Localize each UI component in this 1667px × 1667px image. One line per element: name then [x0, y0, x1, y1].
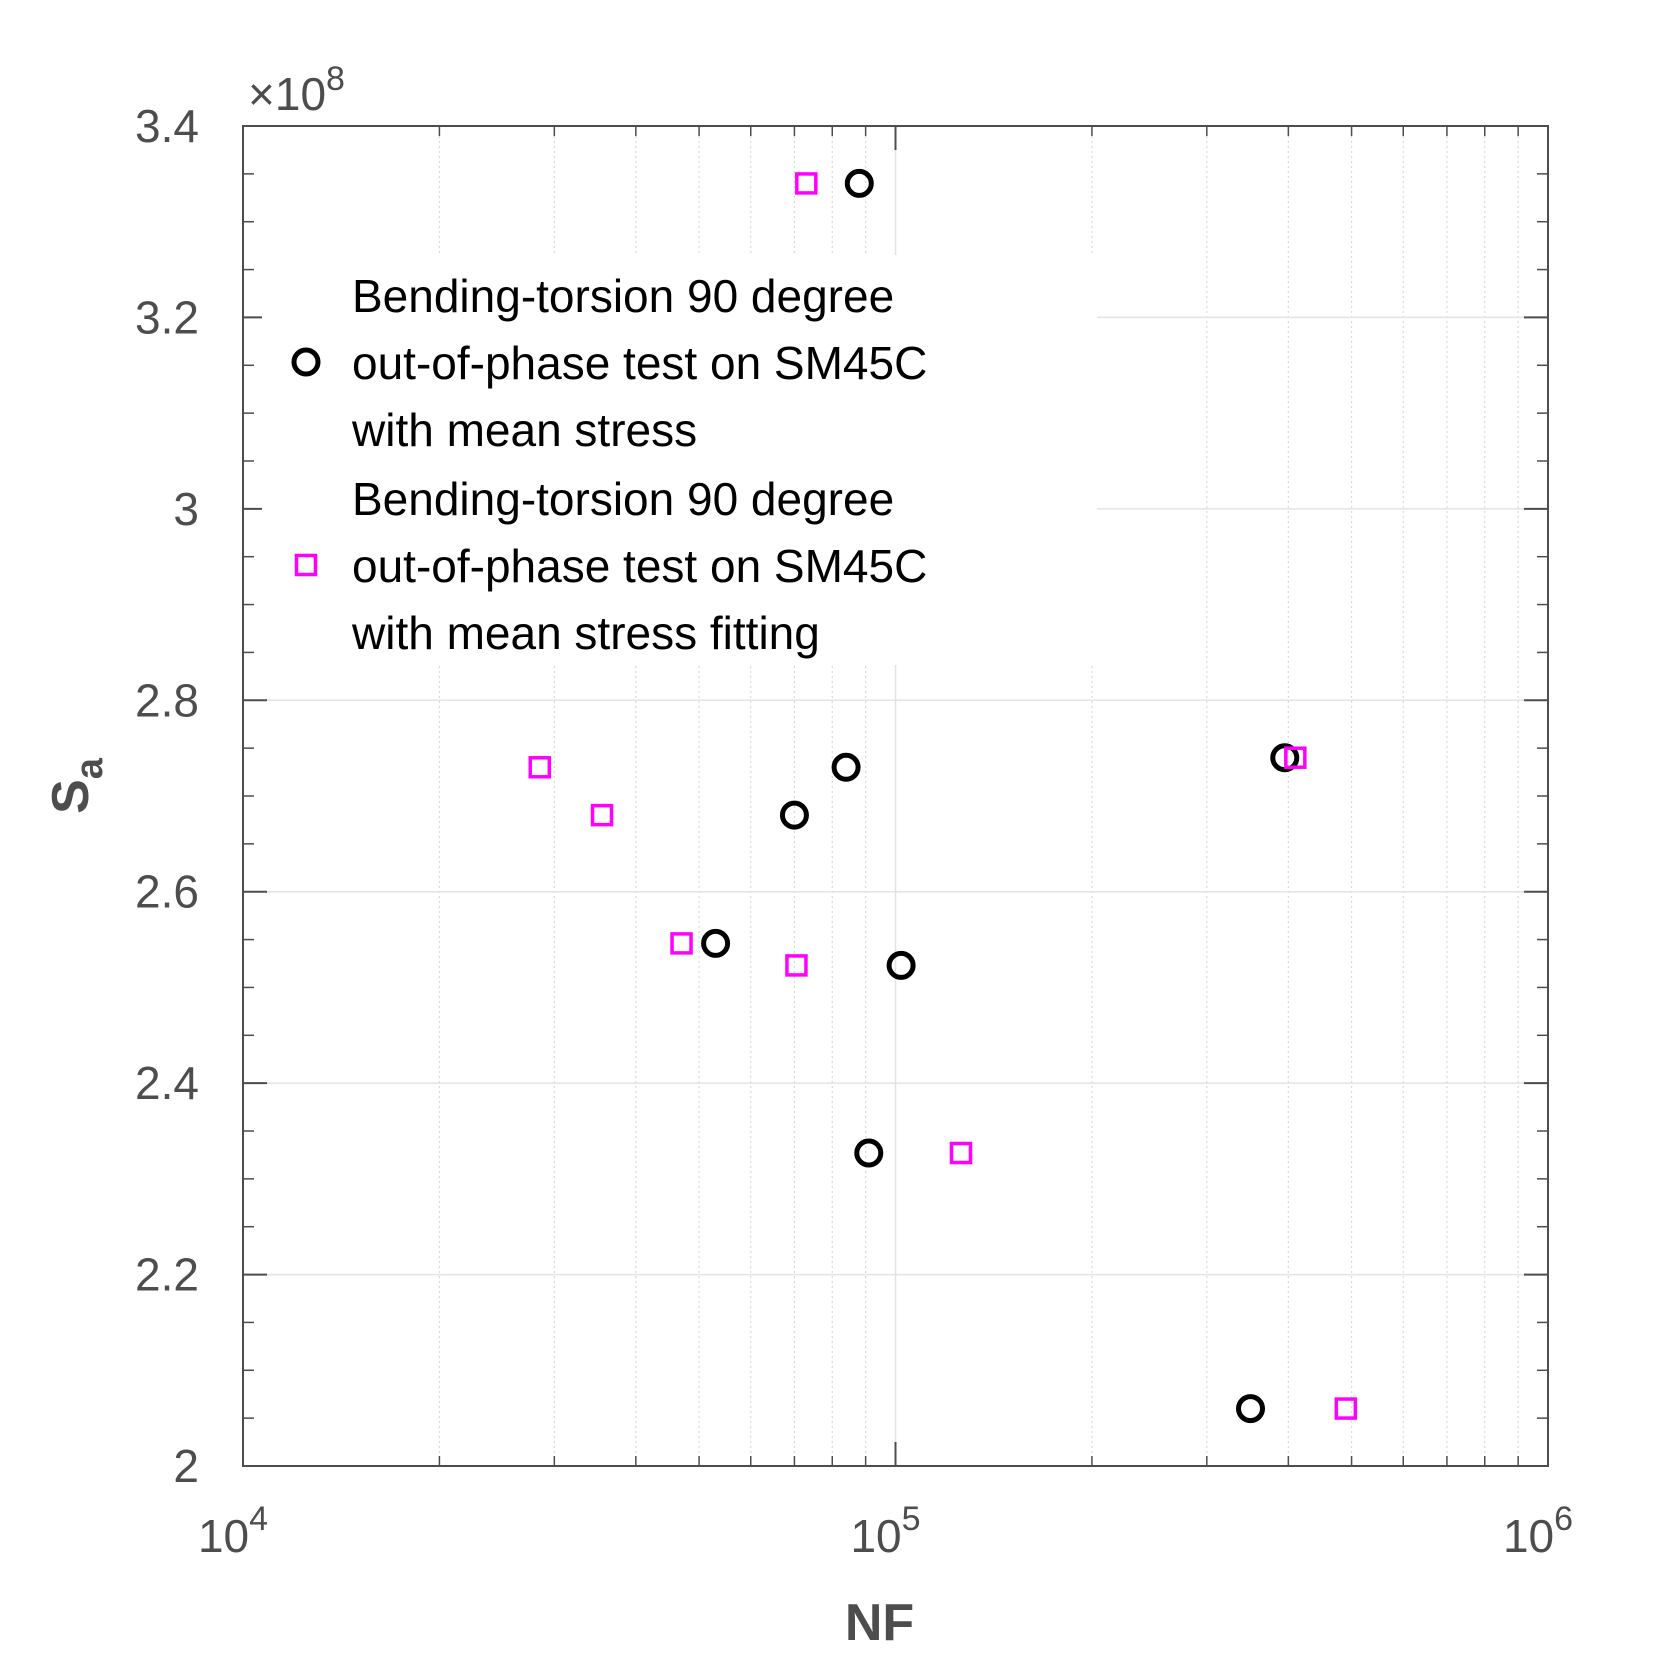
legend-item-series-1: Bending-torsion 90 degree out-of-phase te… — [291, 270, 927, 456]
x-axis-title: NF — [845, 1594, 914, 1652]
legend-label-line: out-of-phase test on SM45C — [352, 540, 927, 592]
data-point-series-1 — [1270, 743, 1300, 773]
y-tick-label: 2.6 — [135, 866, 199, 918]
data-point-series-2 — [795, 172, 818, 195]
x-tick-exponent: 4 — [249, 1500, 268, 1538]
data-point-series-2 — [1284, 746, 1307, 769]
x-tick-exponent: 5 — [902, 1500, 921, 1538]
legend-label-line: with mean stress fitting — [351, 607, 820, 659]
x-tick-label: 105 — [850, 1500, 920, 1562]
x-tick-base: 10 — [1503, 1510, 1554, 1562]
data-points — [528, 168, 1358, 1424]
legend: Bending-torsion 90 degree out-of-phase te… — [262, 255, 1097, 665]
data-point-series-2 — [949, 1141, 973, 1165]
legend-label-line: out-of-phase test on SM45C — [352, 337, 927, 389]
data-point-series-2 — [528, 756, 552, 779]
y-multiplier-exponent: 8 — [326, 60, 345, 98]
legend-label-line: Bending-torsion 90 degree — [352, 473, 894, 525]
legend-label-line: Bending-torsion 90 degree — [352, 270, 894, 322]
y-tick-label: 2 — [173, 1440, 199, 1492]
y-axis-title-subscript: a — [69, 757, 111, 779]
axis-ticks — [242, 125, 1549, 1467]
y-tick-label: 2.4 — [135, 1057, 199, 1109]
data-point-series-1 — [854, 1138, 884, 1168]
x-tick-label: 104 — [198, 1500, 268, 1562]
y-tick-label: 3.2 — [135, 291, 199, 343]
y-tick-label: 2.8 — [135, 674, 199, 726]
y-tick-label: 3.4 — [135, 100, 199, 152]
legend-item-series-2: Bending-torsion 90 degree out-of-phase te… — [294, 473, 927, 659]
x-tick-label: 106 — [1503, 1500, 1573, 1562]
data-point-series-1 — [844, 168, 874, 198]
y-multiplier-prefix: ×10 — [248, 68, 326, 120]
y-axis-title-main: S — [42, 779, 100, 814]
data-point-series-2 — [1334, 1397, 1358, 1420]
data-point-series-1 — [1236, 1394, 1266, 1424]
legend-marker-series-2 — [294, 553, 318, 577]
data-point-series-1 — [886, 950, 916, 980]
legend-background — [262, 255, 1097, 665]
x-tick-exponent: 6 — [1554, 1500, 1573, 1538]
legend-marker-series-1 — [291, 347, 321, 377]
data-point-series-2 — [670, 932, 693, 955]
y-tick-label: 3 — [173, 483, 199, 535]
data-point-series-2 — [590, 803, 614, 827]
data-point-series-1 — [779, 800, 809, 830]
x-tick-base: 10 — [850, 1510, 901, 1562]
y-tick-label: 2.2 — [135, 1249, 199, 1301]
x-tick-base: 10 — [198, 1510, 249, 1562]
data-point-series-1 — [831, 752, 861, 782]
legend-label-line: with mean stress — [351, 404, 697, 456]
y-axis-title: Sa — [42, 757, 111, 814]
y-axis-multiplier: ×108 — [248, 60, 345, 120]
data-point-series-2 — [785, 954, 808, 977]
data-point-series-1 — [701, 928, 731, 958]
